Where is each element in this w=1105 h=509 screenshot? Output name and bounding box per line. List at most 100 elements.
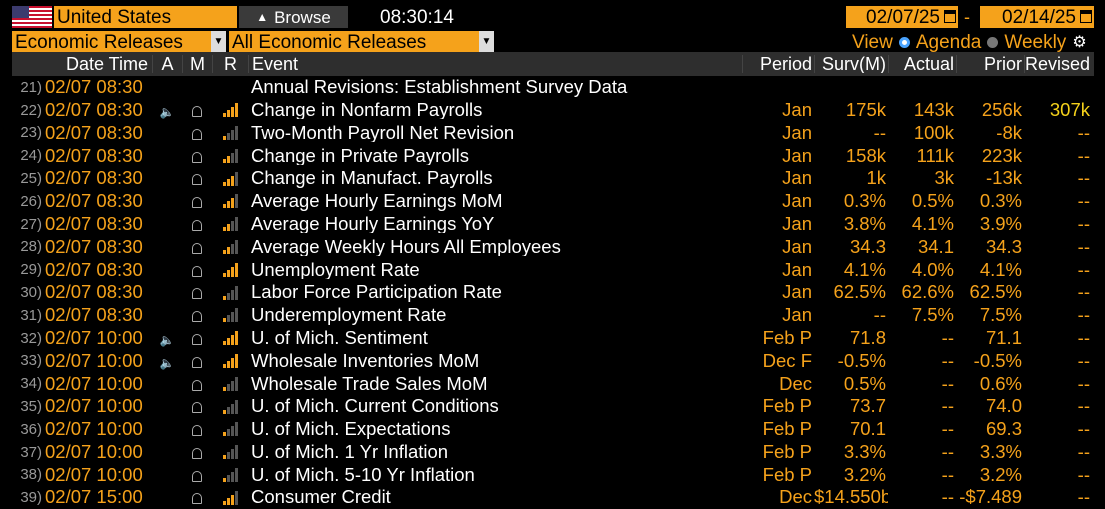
calendar-icon[interactable] <box>1080 10 1092 23</box>
col-datetime[interactable]: Date Time <box>65 55 148 73</box>
row-number: 22) <box>20 102 42 118</box>
event-name: Unemployment Rate <box>251 260 420 280</box>
event-name: Average Hourly Earnings MoM <box>251 192 503 211</box>
col-a[interactable]: A <box>152 55 182 73</box>
prior-value: 62.5% <box>969 283 1022 302</box>
row-datetime: 02/07 10:00 <box>45 374 143 393</box>
bell-icon[interactable] <box>192 447 202 459</box>
browse-button[interactable]: ▲ Browse <box>239 6 348 28</box>
row-datetime: 02/07 08:30 <box>45 169 143 188</box>
table-row[interactable]: 29) 02/07 08:30 Unemployment Rate Jan 4.1% 4.… <box>12 258 1094 281</box>
bell-icon[interactable] <box>192 470 202 482</box>
table-row[interactable]: 38) 02/07 10:00 U. of Mich. 5-10 Yr Inflat… <box>12 464 1094 487</box>
chevron-down-icon[interactable]: ▼ <box>479 31 494 53</box>
table-row[interactable]: 21) 02/07 08:30 Annual Revisions: Establis… <box>12 76 1094 99</box>
col-revised[interactable]: Revised <box>1024 55 1094 73</box>
bell-icon[interactable] <box>192 265 202 277</box>
relevance-cell <box>212 148 248 163</box>
row-number: 25) <box>20 171 42 187</box>
category-select[interactable]: Economic Releases ▼ <box>12 31 226 53</box>
table-row[interactable]: 30) 02/07 08:30 Labor Force Participation … <box>12 281 1094 304</box>
relevance-bar <box>222 249 226 254</box>
subcategory-select[interactable]: All Economic Releases ▼ <box>229 31 494 53</box>
speaker-icon[interactable]: 🔈 <box>159 355 175 370</box>
bell-icon[interactable] <box>192 242 202 254</box>
country-field[interactable]: United States <box>54 6 237 28</box>
relevance-cell <box>212 399 248 414</box>
table-row[interactable]: 34) 02/07 10:00 Wholesale Trade Sales MoM D… <box>12 372 1094 395</box>
table-row[interactable]: 36) 02/07 10:00 U. of Mich. Expectations Fe… <box>12 418 1094 441</box>
table-row[interactable]: 27) 02/07 08:30 Average Hourly Earnings Yo… <box>12 213 1094 236</box>
actual-value: 100k <box>913 123 954 143</box>
bell-icon[interactable] <box>192 105 202 117</box>
bell-icon[interactable] <box>192 402 202 414</box>
bell-icon[interactable] <box>192 493 202 505</box>
event-name: Change in Nonfarm Payrolls <box>251 100 483 120</box>
speaker-icon[interactable]: 🔈 <box>159 332 175 347</box>
relevance-bars-icon <box>222 125 238 140</box>
period-value: Feb P <box>762 442 812 462</box>
table-row[interactable]: 39) 02/07 15:00 Consumer Credit Dec $14.550b… <box>12 486 1094 509</box>
table-row[interactable]: 22) 02/07 08:30 🔈 Change in Nonfarm Payroll… <box>12 99 1094 122</box>
speaker-icon[interactable]: 🔈 <box>159 104 175 119</box>
weekly-label[interactable]: Weekly <box>1004 32 1067 53</box>
weekly-radio[interactable] <box>987 37 999 48</box>
survey-value: 3.2% <box>843 465 886 485</box>
table-row[interactable]: 26) 02/07 08:30 Average Hourly Earnings Mo… <box>12 190 1094 213</box>
start-date-value: 02/07/25 <box>866 6 940 28</box>
bell-icon[interactable] <box>192 288 202 300</box>
actual-value: -- <box>941 420 954 439</box>
bell-icon[interactable] <box>192 174 202 186</box>
bell-icon[interactable] <box>192 128 202 140</box>
row-number: 33) <box>20 353 42 369</box>
table-row[interactable]: 37) 02/07 10:00 U. of Mich. 1 Yr Inflation… <box>12 441 1094 464</box>
view-label: View <box>852 32 893 53</box>
filter-bar: Economic Releases ▼ All Economic Release… <box>0 28 1105 53</box>
relevance-bar <box>222 158 226 163</box>
agenda-label[interactable]: Agenda <box>915 32 982 53</box>
col-m[interactable]: M <box>182 55 212 73</box>
settings-icon[interactable]: ⚙ <box>1072 33 1087 51</box>
col-period[interactable]: Period <box>742 55 814 73</box>
view-toggle: View Agenda Weekly ⚙ <box>852 33 1087 52</box>
actual-value: -- <box>941 465 954 485</box>
table-row[interactable]: 25) 02/07 08:30 Change in Manufact. Payrol… <box>12 167 1094 190</box>
relevance-bar <box>226 178 230 186</box>
table-row[interactable]: 23) 02/07 08:30 Two-Month Payroll Net Revi… <box>12 122 1094 145</box>
revised-value: -- <box>1077 420 1090 439</box>
actual-value: -- <box>941 328 954 348</box>
row-number: 35) <box>20 399 42 415</box>
table-row[interactable]: 24) 02/07 08:30 Change in Private Payrolls… <box>12 144 1094 167</box>
bell-icon[interactable] <box>192 151 202 163</box>
bell-icon[interactable] <box>192 219 202 231</box>
alert-cell <box>182 306 212 325</box>
col-prior[interactable]: Prior <box>956 55 1024 73</box>
bell-icon[interactable] <box>192 333 202 345</box>
chevron-down-icon[interactable]: ▼ <box>211 31 226 53</box>
table-row[interactable]: 31) 02/07 08:30 Underemployment Rate Jan -- 7… <box>12 304 1094 327</box>
col-surv[interactable]: Surv(M) <box>814 55 888 73</box>
agenda-radio[interactable] <box>898 37 910 48</box>
table-row[interactable]: 28) 02/07 08:30 Average Weekly Hours All E… <box>12 236 1094 259</box>
relevance-bar <box>230 107 234 118</box>
calendar-icon[interactable] <box>944 10 956 23</box>
start-date-field[interactable]: 02/07/25 <box>846 6 958 28</box>
bell-icon[interactable] <box>192 425 202 437</box>
col-actual[interactable]: Actual <box>888 55 956 73</box>
table-row[interactable]: 32) 02/07 10:00 🔈 U. of Mich. Sentiment Feb … <box>12 327 1094 350</box>
survey-value: 62.5% <box>833 283 886 302</box>
bell-icon[interactable] <box>192 197 202 209</box>
row-datetime: 02/07 08:30 <box>45 214 143 234</box>
bell-icon[interactable] <box>192 379 202 391</box>
relevance-cell <box>212 445 248 460</box>
col-event[interactable]: Event <box>248 55 742 73</box>
bell-icon[interactable] <box>192 356 202 368</box>
period-value: Jan <box>782 146 812 166</box>
col-r[interactable]: R <box>212 55 248 73</box>
end-date-field[interactable]: 02/14/25 <box>980 6 1094 28</box>
table-row[interactable]: 33) 02/07 10:00 🔈 Wholesale Inventories MoM… <box>12 350 1094 373</box>
table-row[interactable]: 35) 02/07 10:00 U. of Mich. Current Condit… <box>12 395 1094 418</box>
relevance-bar <box>230 289 234 300</box>
revised-value: 307k <box>1049 100 1090 120</box>
bell-icon[interactable] <box>192 311 202 323</box>
